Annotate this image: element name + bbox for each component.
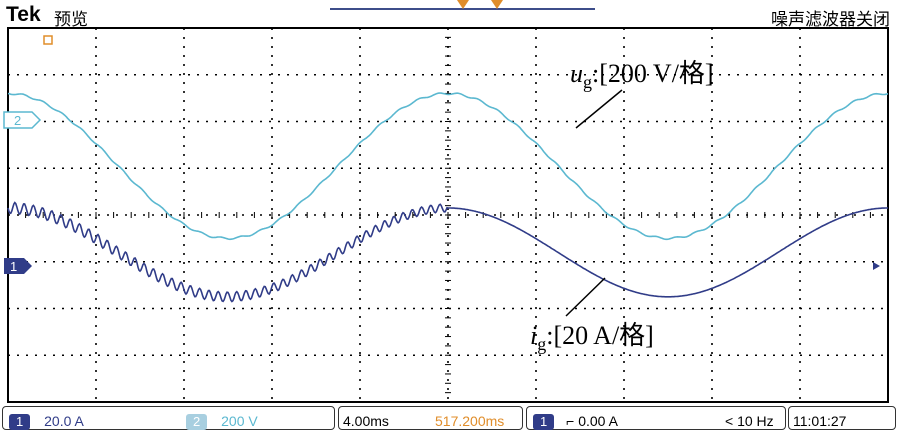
ch1-setting: 1 20.0 A — [9, 413, 84, 430]
ug-pointer-line — [575, 89, 623, 129]
trigger-frequency: < 10 Hz — [725, 413, 774, 429]
channel-settings-box[interactable]: 1 20.0 A 2 200 V — [2, 406, 335, 430]
filter-status: 噪声滤波器关闭 — [771, 10, 890, 29]
trigger-level: 0.00 A — [578, 413, 618, 429]
timebase-box[interactable]: 4.00ms 517.200ms — [338, 406, 523, 430]
mode-label: 预览 — [54, 10, 88, 29]
trigger-source-tag: 1 — [533, 414, 555, 430]
trigger-point-icon — [457, 0, 469, 9]
ch1-scale: 20.0 A — [44, 413, 84, 429]
trigger-position-icon — [491, 0, 503, 9]
scope-footer: 1 20.0 A 2 200 V 4.00ms 517.200ms 1 ⌐ 0.… — [0, 404, 900, 434]
brand-logo: Tek — [6, 3, 41, 26]
ch2-setting: 2 200 V — [186, 413, 258, 430]
ig-trace — [7, 201, 888, 303]
waveform-traces — [7, 92, 889, 303]
ug-annotation: ug:[200 V/格] — [570, 59, 714, 92]
timebase-value: 4.00ms — [343, 413, 389, 429]
trigger-setting: 1 ⌐ 0.00 A — [533, 413, 618, 430]
ig-annotation: ig:[20 A/格] — [530, 321, 654, 354]
horizontal-position: 517.200ms — [435, 413, 505, 429]
ch2-tag: 2 — [186, 414, 208, 430]
channel-1-marker[interactable]: 1 — [4, 258, 32, 274]
record-timeline — [330, 8, 595, 10]
ug-trace — [7, 92, 889, 241]
clock-box: 11:01:27 — [788, 406, 896, 430]
ch1-marker-label: 1 — [10, 259, 17, 274]
channel-2-marker[interactable]: 2 — [3, 111, 42, 129]
trigger-box[interactable]: 1 ⌐ 0.00 A < 10 Hz — [526, 406, 786, 430]
scope-header: Tek 预览 噪声滤波器关闭 — [0, 0, 900, 29]
ch1-right-marker — [873, 262, 880, 270]
ch2-marker-label: 2 — [14, 113, 21, 128]
ch1-tag: 1 — [9, 414, 31, 430]
ch2-scale: 200 V — [221, 413, 258, 429]
rising-edge-icon: ⌐ — [566, 413, 575, 429]
reference-marker — [43, 35, 53, 45]
ig-pointer-line — [565, 277, 606, 317]
graticule-grid — [7, 27, 889, 403]
clock-time: 11:01:27 — [793, 413, 847, 429]
